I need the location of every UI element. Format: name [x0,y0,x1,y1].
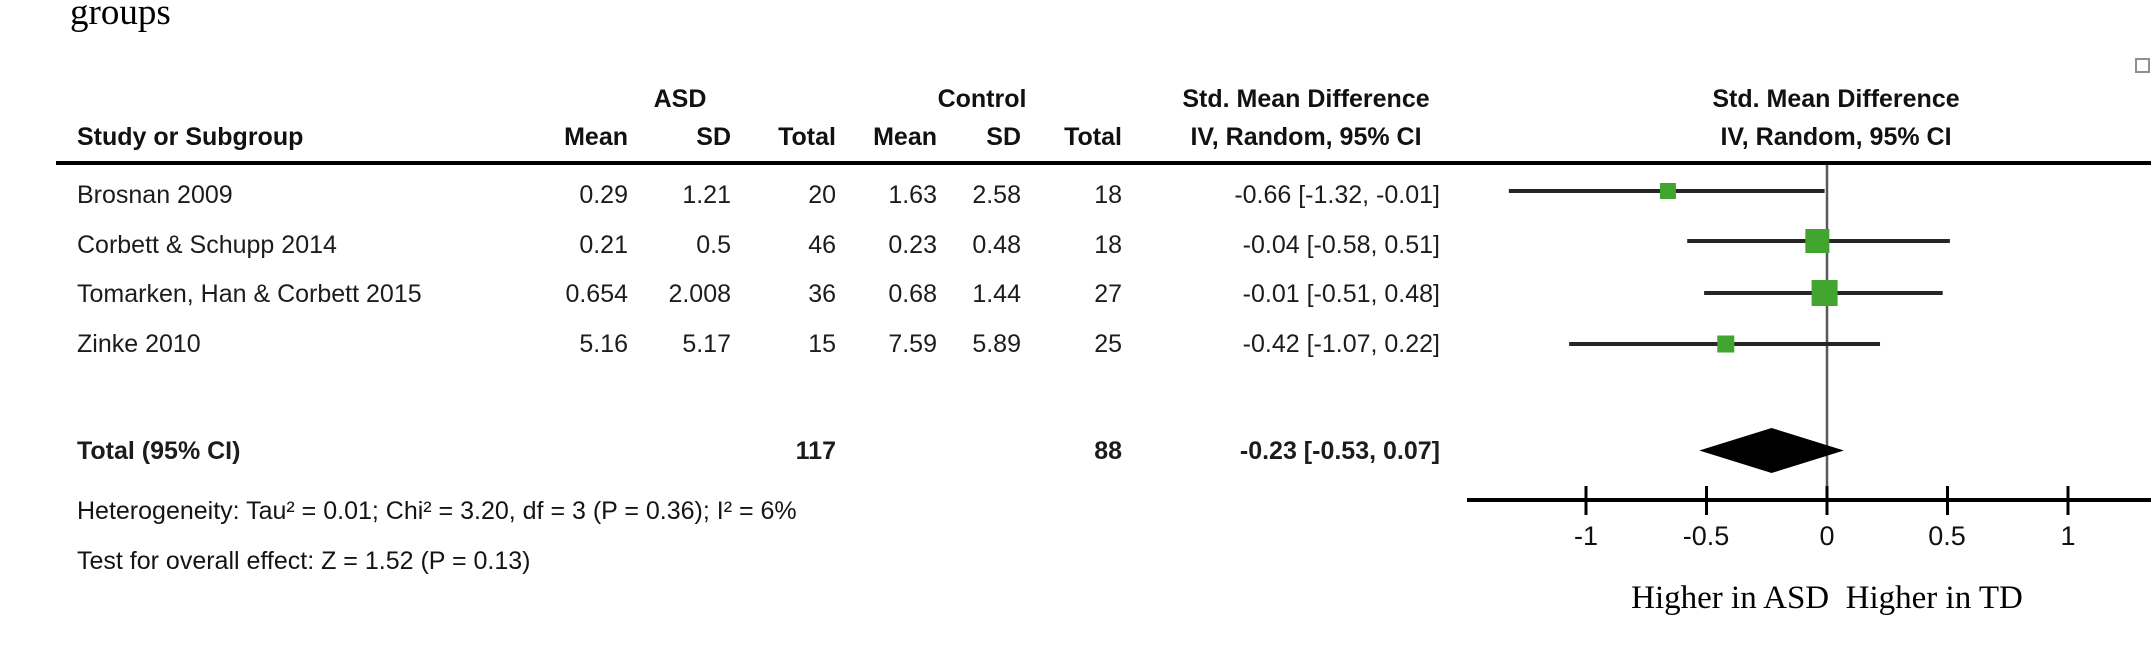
total-smd-ci-value: -0.23 [-0.53, 0.07] [1239,437,1440,465]
asd-mean: 0.29 [579,181,628,209]
smd-ci-value: -0.66 [-1.32, -0.01] [1234,181,1440,209]
column-header-mean-asd: Mean [564,123,628,151]
control-total: 27 [1094,280,1122,308]
asd-total: 36 [808,280,836,308]
axis-tick-label: 0 [1819,521,1835,551]
overall-effect-stats: Test for overall effect: Z = 1.52 (P = 0… [77,547,531,575]
asd-sd: 0.5 [696,231,731,259]
asd-mean: 0.21 [579,231,628,259]
heterogeneity-stats: Heterogeneity: Tau² = 0.01; Chi² = 3.20,… [77,497,797,525]
column-header-study: Study or Subgroup [77,123,304,151]
asd-total: 46 [808,231,836,259]
column-header-total-control: Total [1064,123,1122,151]
study-name: Zinke 2010 [77,330,201,358]
caption-fragment-text: groups [70,0,171,33]
control-sd: 1.44 [972,280,1021,308]
column-header-smd-right: Std. Mean Difference [1712,85,1960,113]
table-row: Brosnan 2009 0.29 1.21 20 1.63 2.58 18 -… [0,180,2156,210]
table-row: Zinke 2010 5.16 5.17 15 7.59 5.89 25 -0.… [0,329,2156,359]
smd-ci-value: -0.01 [-0.51, 0.48] [1242,280,1440,308]
control-sd: 0.48 [972,231,1021,259]
total-control-n: 88 [1094,437,1122,465]
control-mean: 1.63 [888,181,937,209]
asd-total: 15 [808,330,836,358]
group-header-asd: ASD [653,85,707,113]
asd-sd: 5.17 [682,330,731,358]
table-header-rule [56,161,2151,165]
total-asd-n: 117 [795,437,836,465]
axis-tick-label: -1 [1573,521,1598,551]
column-header-ci-left: IV, Random, 95% CI [1190,123,1422,151]
control-sd: 5.89 [972,330,1021,358]
column-header-sd-asd: SD [696,123,731,151]
asd-mean: 5.16 [579,330,628,358]
column-header-ci-right: IV, Random, 95% CI [1720,123,1952,151]
control-total: 25 [1094,330,1122,358]
asd-sd: 2.008 [668,280,731,308]
axis-tick-label: 0.5 [1928,521,1966,551]
column-header-smd-left: Std. Mean Difference [1182,85,1430,113]
table-row: Tomarken, Han & Corbett 2015 0.654 2.008… [0,279,2156,309]
total-label: Total (95% CI) [77,437,241,465]
asd-total: 20 [808,181,836,209]
axis-tick-label: -0.5 [1682,521,1730,551]
smd-ci-value: -0.42 [-1.07, 0.22] [1242,330,1440,358]
asd-sd: 1.21 [682,181,731,209]
smd-ci-value: -0.04 [-0.58, 0.51] [1242,231,1440,259]
control-mean: 0.23 [888,231,937,259]
control-sd: 2.58 [972,181,1021,209]
control-total: 18 [1094,231,1122,259]
control-total: 18 [1094,181,1122,209]
control-mean: 7.59 [888,330,937,358]
axis-tick-label: 1 [2060,521,2076,551]
checkbox-handle-icon[interactable] [2135,58,2150,73]
total-row: Total (95% CI) 117 88 -0.23 [-0.53, 0.07… [0,436,2156,466]
table-row: Corbett & Schupp 2014 0.21 0.5 46 0.23 0… [0,230,2156,260]
column-header-mean-control: Mean [873,123,937,151]
study-name: Tomarken, Han & Corbett 2015 [77,280,422,308]
group-header-control: Control [937,85,1027,113]
study-name: Corbett & Schupp 2014 [77,231,337,259]
axis-direction-label: Higher in ASD Higher in TD [1631,580,2023,616]
study-name: Brosnan 2009 [77,181,233,209]
column-header-sd-control: SD [986,123,1021,151]
column-header-total-asd: Total [778,123,836,151]
asd-mean: 0.654 [565,280,628,308]
control-mean: 0.68 [888,280,937,308]
